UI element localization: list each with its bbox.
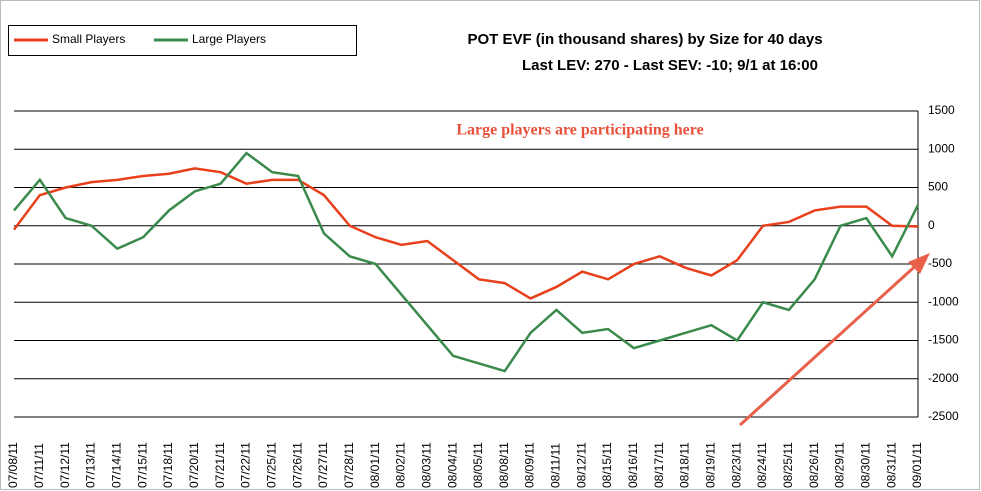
x-tick-label: 07/28/11 — [342, 442, 356, 488]
y-tick-label: -1500 — [928, 333, 959, 347]
plot: -2500 -2000 -1500 -1000 -500 0 500 1000 1500 07/0… — [6, 103, 959, 488]
x-tick-label: 07/22/11 — [239, 442, 253, 488]
annotation: Large players are participating here — [456, 122, 703, 139]
legend-label: Small Players — [52, 32, 125, 46]
x-tick-label: 08/23/11 — [729, 442, 743, 488]
x-tick-label: 08/09/11 — [523, 442, 537, 488]
x-tick-label: 08/18/11 — [678, 442, 692, 488]
x-tick-label: 07/14/11 — [109, 442, 123, 488]
x-tick-label: 08/04/11 — [445, 442, 459, 488]
x-tick-label: 07/12/11 — [58, 442, 72, 488]
x-tick-label: 08/24/11 — [755, 442, 769, 488]
x-tick-label: 07/15/11 — [135, 442, 149, 488]
x-tick-label: 08/30/11 — [859, 442, 873, 488]
y-tick-label: 1500 — [928, 103, 955, 117]
chart-subtitle: Last LEV: 270 - Last SEV: -10; 9/1 at 16… — [522, 57, 818, 74]
x-tick-label: 08/05/11 — [471, 442, 485, 488]
x-tick-label: 08/08/11 — [497, 442, 511, 488]
y-tick-label: -2000 — [928, 371, 959, 385]
legend-label: Large Players — [192, 32, 266, 46]
x-tick-label: 07/26/11 — [290, 442, 304, 488]
arrow — [738, 258, 924, 427]
x-tick-label: 09/01/11 — [910, 442, 924, 488]
x-tick-label: 08/03/11 — [419, 442, 433, 488]
x-tick-label: 07/08/11 — [6, 442, 20, 488]
x-tick-label: 08/19/11 — [704, 442, 718, 488]
x-tick-label: 08/02/11 — [394, 442, 408, 488]
x-tick-label: 07/13/11 — [84, 442, 98, 488]
y-tick-label: -1000 — [928, 294, 959, 308]
x-tick-label: 08/01/11 — [368, 442, 382, 488]
y-tick-label: 500 — [928, 180, 948, 194]
x-tick-label: 07/18/11 — [161, 442, 175, 488]
x-tick-label: 08/25/11 — [781, 442, 795, 488]
y-tick-label: 0 — [928, 218, 935, 232]
x-tick-label: 07/21/11 — [213, 442, 227, 488]
x-tick-label: 08/26/11 — [807, 442, 821, 488]
x-tick-label: 08/31/11 — [884, 442, 898, 488]
x-tick-label: 08/16/11 — [626, 442, 640, 488]
x-tick-label: 08/12/11 — [574, 442, 588, 488]
series-line — [13, 167, 919, 300]
x-tick-label: 07/20/11 — [187, 442, 201, 488]
x-tick-label: 08/17/11 — [652, 442, 666, 488]
x-tick-label: 07/11/11 — [32, 443, 46, 488]
x-tick-label: 08/11/11 — [549, 443, 563, 488]
x-tick-label: 07/27/11 — [316, 442, 330, 488]
y-tick-label: 1000 — [928, 141, 955, 155]
x-tick-label: 08/15/11 — [600, 442, 614, 488]
legend: Small Players Large Players — [14, 32, 266, 46]
x-tick-label: 08/29/11 — [833, 442, 847, 488]
arrow-head — [908, 253, 930, 274]
y-tick-label: -500 — [928, 256, 952, 270]
y-tick-label: -2500 — [928, 409, 959, 423]
series-line — [13, 151, 920, 373]
chart-title: POT EVF (in thousand shares) by Size for… — [467, 31, 822, 48]
x-tick-label: 07/25/11 — [264, 442, 278, 488]
